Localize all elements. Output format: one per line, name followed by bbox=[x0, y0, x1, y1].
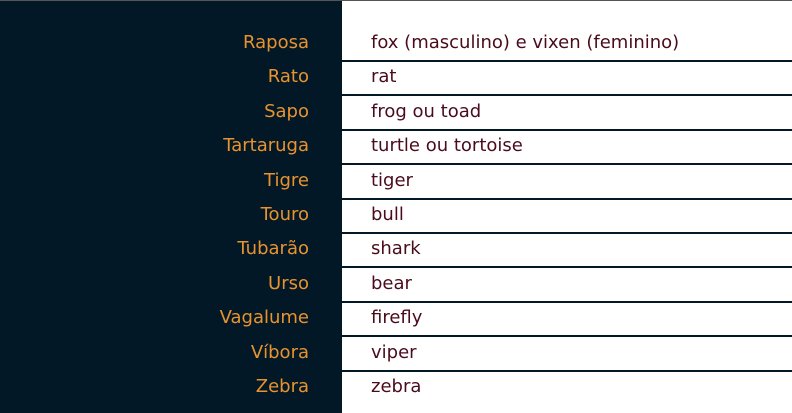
table-row: Zebra zebra bbox=[0, 370, 792, 404]
portuguese-word: Rato bbox=[267, 66, 309, 88]
table-row: Rato rat bbox=[0, 60, 792, 94]
portuguese-word: Vagalume bbox=[219, 307, 309, 329]
row-divider bbox=[342, 197, 792, 200]
table-row: Víbora viper bbox=[0, 336, 792, 370]
table-row: Tubarão shark bbox=[0, 232, 792, 266]
table-row: Vagalume firefly bbox=[0, 301, 792, 335]
row-divider bbox=[342, 94, 792, 97]
portuguese-word: Tartaruga bbox=[223, 135, 309, 157]
table-row: Urso bear bbox=[0, 267, 792, 301]
english-translation: frog ou toad bbox=[371, 100, 482, 122]
top-border bbox=[0, 0, 792, 1]
portuguese-word: Tubarão bbox=[237, 238, 309, 260]
english-translation: tiger bbox=[371, 169, 413, 191]
table-row: Touro bull bbox=[0, 198, 792, 232]
english-translation: zebra bbox=[371, 376, 422, 397]
row-divider bbox=[342, 60, 792, 62]
row-divider bbox=[342, 300, 792, 303]
row-divider bbox=[342, 335, 792, 338]
row-divider bbox=[342, 369, 792, 372]
english-translation: turtle ou tortoise bbox=[371, 135, 523, 157]
table-row: Sapo frog ou toad bbox=[0, 95, 792, 129]
table-row: Tartaruga turtle ou tortoise bbox=[0, 129, 792, 163]
english-translation: fox (masculino) e vixen (feminino) bbox=[371, 32, 680, 53]
english-translation: bear bbox=[371, 272, 412, 294]
portuguese-word: Zebra bbox=[255, 376, 309, 397]
portuguese-word: Urso bbox=[268, 272, 309, 294]
portuguese-word: Touro bbox=[260, 204, 309, 225]
row-divider bbox=[342, 128, 792, 131]
english-translation: rat bbox=[371, 66, 397, 88]
portuguese-word: Raposa bbox=[243, 32, 309, 53]
portuguese-column bbox=[0, 1, 342, 413]
row-divider bbox=[342, 163, 792, 166]
english-translation: bull bbox=[371, 204, 404, 225]
english-translation: firefly bbox=[371, 307, 423, 329]
portuguese-word: Tigre bbox=[264, 169, 309, 191]
portuguese-word: Víbora bbox=[250, 341, 309, 363]
portuguese-word: Sapo bbox=[264, 100, 309, 122]
english-translation: shark bbox=[371, 238, 421, 260]
table-row: Raposa fox (masculino) e vixen (feminino) bbox=[0, 26, 792, 60]
row-divider bbox=[342, 232, 792, 234]
row-divider bbox=[342, 266, 792, 269]
table-row: Tigre tiger bbox=[0, 164, 792, 198]
english-translation: viper bbox=[371, 341, 417, 363]
